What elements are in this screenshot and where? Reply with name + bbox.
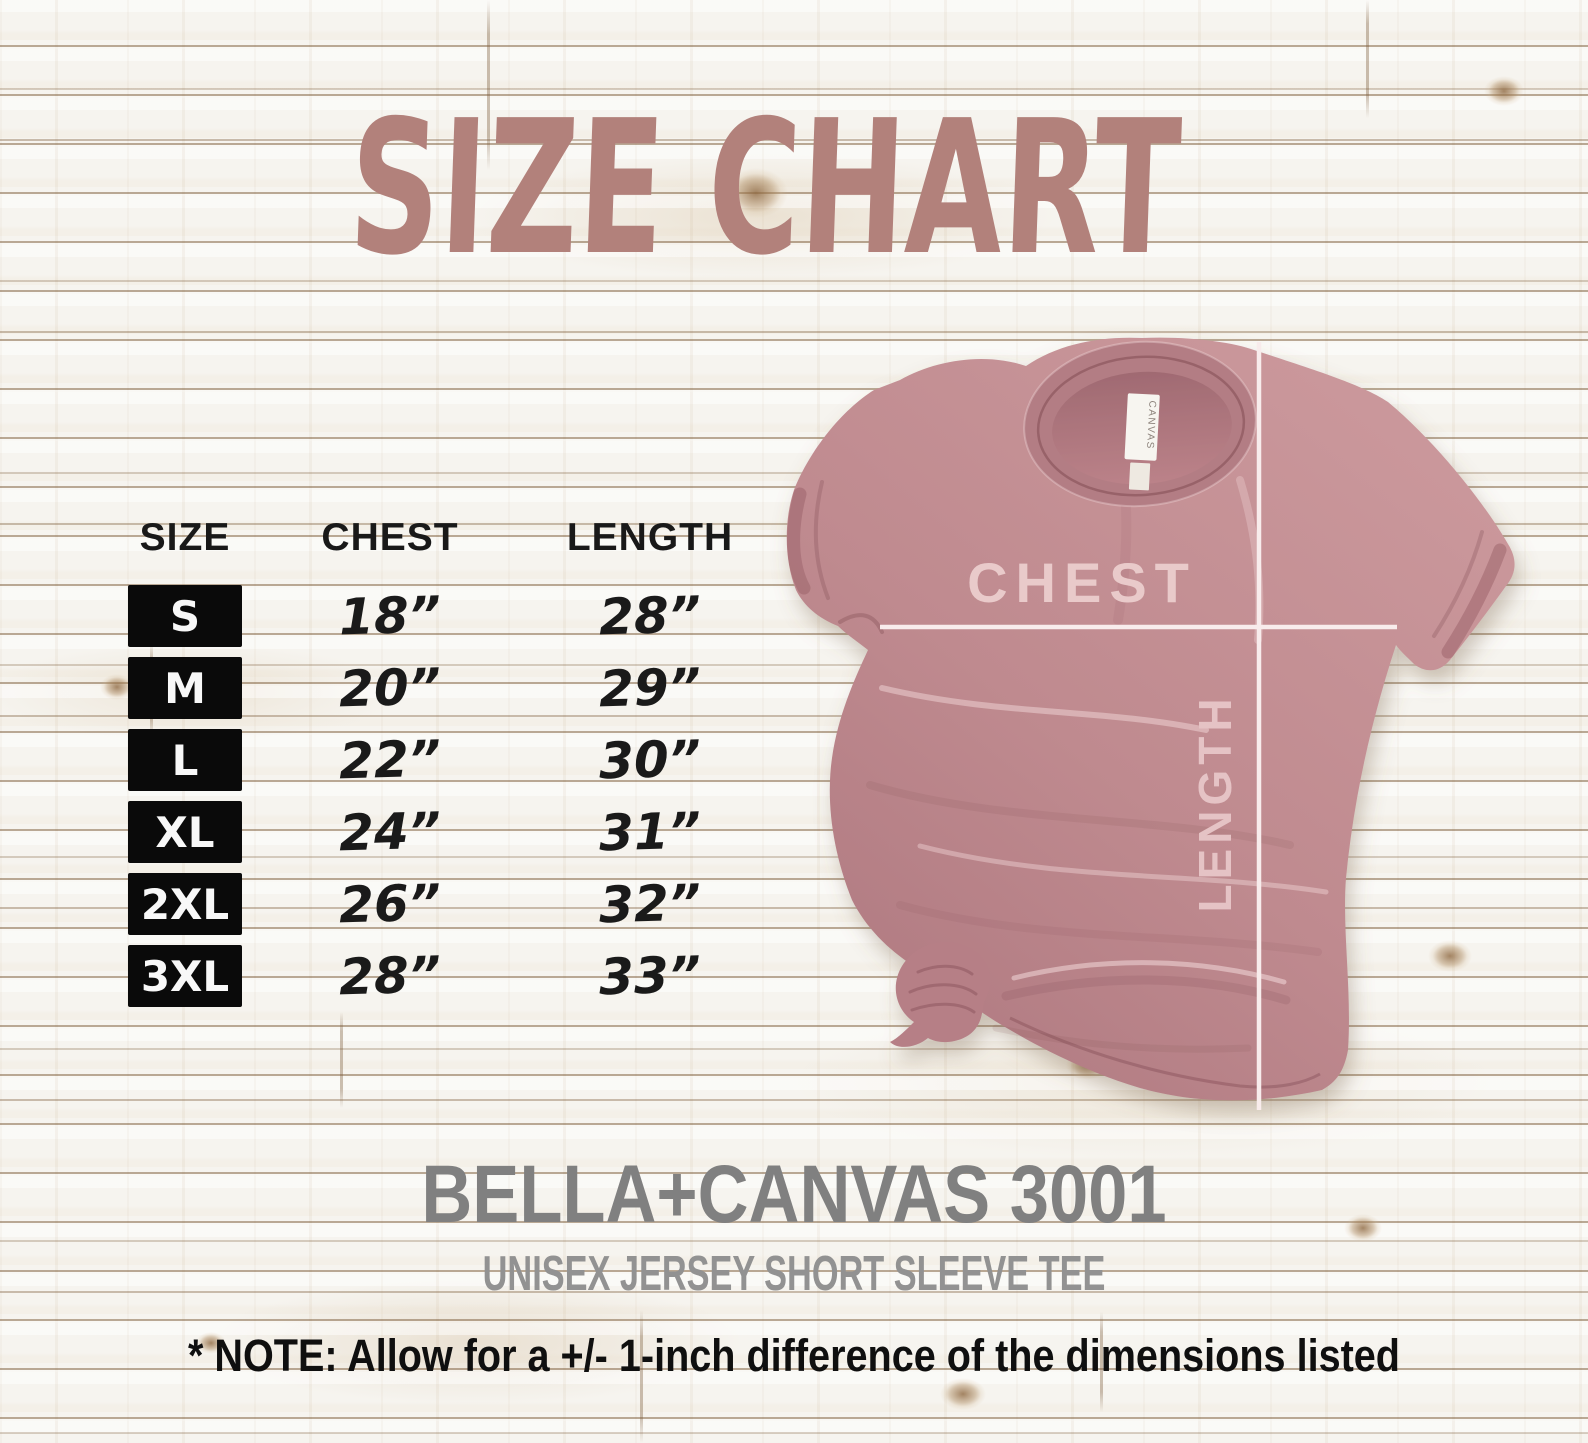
column-header-size: SIZE: [139, 515, 231, 559]
size-badge-l: L: [128, 729, 242, 791]
size-table: SIZE CHEST LENGTH S 18” 28” M 20” 29” L …: [75, 495, 815, 1012]
tshirt-photo: CANVAS CHEST LENGTH: [786, 337, 1515, 1110]
chest-value-s: 18”: [338, 585, 442, 647]
size-badge-2xl: 2XL: [128, 873, 242, 935]
table-row-3xl: 3XL: [75, 940, 295, 1012]
product-name: BELLA+CANVAS 3001: [421, 1149, 1167, 1240]
sleeve-cuffs: [787, 480, 1507, 659]
size-badge-m: M: [128, 657, 242, 719]
plank-seam: [1366, 0, 1369, 118]
wood-knot: [196, 1332, 226, 1354]
page-title: SIZE CHART: [345, 80, 1185, 296]
length-value-2xl: 32”: [598, 873, 702, 935]
plank-seam: [1100, 1312, 1103, 1412]
hem-stitch: [1009, 1016, 1321, 1089]
chest-label: CHEST: [967, 551, 1197, 614]
table-row-l: L: [75, 724, 295, 796]
size-badge-3xl: 3XL: [128, 945, 242, 1007]
length-value-s: 28”: [598, 585, 702, 647]
wood-knot: [724, 168, 788, 218]
length-value-l: 30”: [598, 729, 702, 791]
length-value-xl: 31”: [598, 801, 702, 863]
product-subtitle: UNISEX JERSEY SHORT SLEEVE TEE: [482, 1247, 1106, 1301]
length-value-m: 29”: [598, 657, 702, 719]
collar-tag: CANVAS: [1124, 393, 1160, 491]
table-row-2xl: 2XL: [75, 868, 295, 940]
plank-seam: [487, 0, 490, 170]
collar-tag-label: CANVAS: [1144, 400, 1158, 450]
chest-value-m: 20”: [338, 657, 442, 719]
chest-value-2xl: 26”: [338, 873, 442, 935]
chest-value-l: 22”: [338, 729, 442, 791]
chest-value-xl: 24”: [338, 801, 442, 863]
column-header-chest: CHEST: [321, 515, 459, 559]
plank-seam: [340, 1012, 343, 1108]
size-badge-xl: XL: [128, 801, 242, 863]
knot-folds: [908, 964, 978, 1014]
table-row-xl: XL: [75, 796, 295, 868]
wood-knot: [1428, 940, 1472, 972]
size-badge-s: S: [128, 585, 242, 647]
plank-seam: [640, 1310, 643, 1443]
fabric-wrinkles: [866, 455, 1329, 1053]
care-tag: [1128, 462, 1151, 491]
table-row-s: S: [75, 580, 295, 652]
tshirt-knot: [890, 942, 990, 1047]
wood-knot: [940, 1378, 986, 1410]
table-row-m: M: [75, 652, 295, 724]
size-note: * NOTE: Allow for a +/- 1-inch differenc…: [187, 1330, 1401, 1381]
wood-knot: [1344, 1214, 1382, 1242]
length-label: LENGTH: [1189, 693, 1241, 912]
column-header-length: LENGTH: [566, 515, 734, 559]
measurement-overlay: CHEST LENGTH: [880, 342, 1397, 1110]
wood-knot: [1484, 76, 1524, 106]
chest-value-3xl: 28”: [338, 945, 442, 1007]
length-value-3xl: 33”: [598, 945, 702, 1007]
